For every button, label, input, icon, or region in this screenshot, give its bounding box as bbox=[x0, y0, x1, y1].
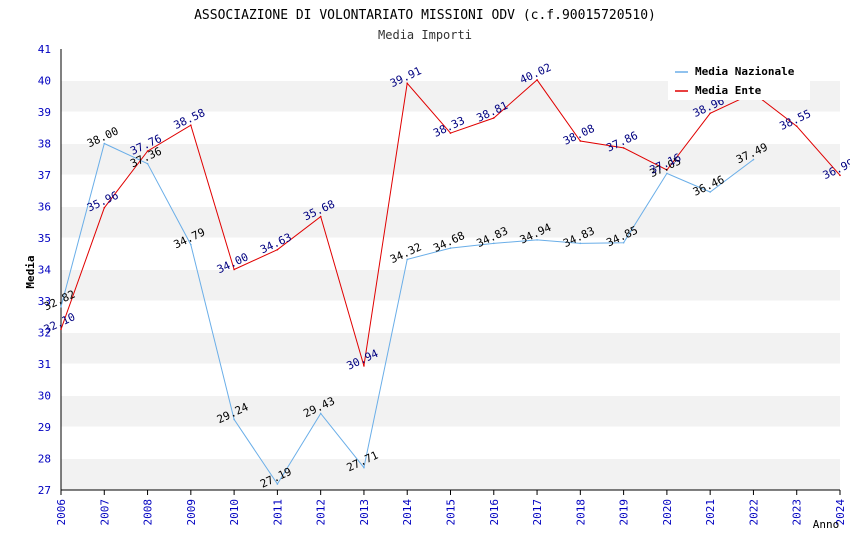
legend-label-media-nazionale: Media Nazionale bbox=[695, 65, 795, 78]
data-point-media-nazionale bbox=[752, 158, 755, 161]
x-tick-label: 2008 bbox=[142, 499, 155, 526]
data-point-media-ente bbox=[536, 79, 538, 81]
data-point-media-nazionale bbox=[276, 483, 279, 485]
data-point-media-nazionale bbox=[406, 258, 409, 261]
data-point-media-nazionale bbox=[579, 242, 582, 245]
data-point-media-ente bbox=[103, 206, 106, 209]
legend: Media Nazionale Media Ente bbox=[668, 60, 810, 100]
data-point-media-nazionale bbox=[449, 247, 452, 249]
x-tick-label: 2015 bbox=[445, 499, 458, 526]
data-point-media-ente bbox=[190, 124, 192, 127]
x-tick-label: 2006 bbox=[55, 499, 68, 526]
grid-band bbox=[61, 269, 840, 301]
legend-label-media-ente: Media Ente bbox=[695, 84, 762, 97]
data-point-media-ente bbox=[319, 215, 322, 218]
data-point-media-ente bbox=[579, 140, 582, 142]
x-tick-label: 2017 bbox=[531, 499, 544, 526]
data-point-media-nazionale bbox=[103, 142, 106, 145]
data-label-media-nazionale: 36.46 bbox=[691, 173, 727, 199]
y-tick-label: 33 bbox=[38, 295, 51, 308]
data-point-media-nazionale bbox=[190, 243, 192, 246]
x-tick-label: 2009 bbox=[185, 499, 198, 526]
data-point-media-ente bbox=[492, 117, 495, 119]
x-tick-label: 2011 bbox=[271, 499, 284, 526]
grid-band bbox=[61, 458, 840, 490]
x-tick-label: 2023 bbox=[791, 499, 804, 526]
data-point-media-ente bbox=[406, 82, 409, 85]
data-point-media-ente bbox=[795, 125, 798, 127]
legend-background bbox=[668, 60, 810, 100]
data-point-media-ente bbox=[839, 174, 841, 177]
x-tick-label: 2013 bbox=[358, 499, 371, 526]
data-point-media-ente bbox=[146, 150, 149, 152]
grid-band bbox=[61, 332, 840, 364]
y-tick-label: 32 bbox=[38, 327, 51, 340]
data-point-media-ente bbox=[622, 147, 625, 149]
series-lines bbox=[60, 79, 841, 485]
data-point-media-nazionale bbox=[666, 172, 668, 175]
series-line-media-nazionale bbox=[60, 142, 754, 485]
x-tick-label: 2016 bbox=[488, 499, 501, 526]
data-point-media-nazionale bbox=[622, 241, 625, 244]
y-tick-label: 36 bbox=[38, 201, 51, 214]
data-point-media-nazionale bbox=[363, 466, 365, 469]
grid-band bbox=[61, 143, 840, 175]
data-label-media-nazionale: 34.32 bbox=[388, 240, 424, 266]
data-point-media-nazionale bbox=[146, 162, 149, 165]
y-tick-label: 40 bbox=[38, 75, 51, 88]
x-tick-label: 2022 bbox=[747, 499, 760, 526]
x-tick-label: 2014 bbox=[401, 499, 414, 526]
y-tick-label: 35 bbox=[38, 232, 51, 245]
y-tick-label: 31 bbox=[38, 358, 51, 371]
x-tick-label: 2012 bbox=[315, 499, 328, 526]
data-point-media-ente bbox=[60, 328, 62, 331]
data-point-media-nazionale bbox=[709, 191, 711, 193]
y-tick-label: 39 bbox=[38, 106, 51, 119]
data-point-media-ente bbox=[449, 132, 452, 134]
y-tick-label: 27 bbox=[38, 484, 51, 497]
data-point-media-nazionale bbox=[492, 242, 495, 245]
data-point-media-nazionale bbox=[60, 305, 62, 308]
data-point-media-nazionale bbox=[536, 239, 538, 241]
x-tick-label: 2019 bbox=[618, 499, 631, 526]
x-tick-label: 2021 bbox=[704, 499, 717, 526]
y-tick-label: 41 bbox=[38, 43, 51, 56]
y-axis-label: Media bbox=[24, 255, 37, 288]
data-point-media-nazionale bbox=[319, 412, 322, 415]
grid-band bbox=[61, 395, 840, 427]
x-tick-label: 2018 bbox=[574, 499, 587, 526]
x-tick-label: 2010 bbox=[228, 499, 241, 526]
chart-title: ASSOCIAZIONE DI VOLONTARIATO MISSIONI OD… bbox=[194, 8, 656, 23]
data-point-media-ente bbox=[666, 169, 668, 171]
x-tick-label: 2020 bbox=[661, 499, 674, 526]
x-tick-label: 2007 bbox=[98, 499, 111, 526]
x-tick-label: 2024 bbox=[834, 499, 847, 526]
y-tick-label: 37 bbox=[38, 169, 51, 182]
grid-band bbox=[61, 206, 840, 238]
data-label-media-nazionale: 32.82 bbox=[42, 288, 78, 314]
data-label-media-ente: 38.33 bbox=[431, 114, 467, 140]
y-tick-label: 28 bbox=[38, 453, 51, 466]
plot-background bbox=[61, 48, 840, 491]
data-point-media-ente bbox=[709, 112, 711, 115]
y-tick-label: 29 bbox=[38, 421, 51, 434]
data-point-media-nazionale bbox=[233, 418, 235, 421]
x-axis-label: Anno bbox=[813, 518, 840, 531]
data-point-media-ente bbox=[276, 248, 279, 251]
data-point-media-ente bbox=[233, 268, 235, 271]
data-point-media-ente bbox=[363, 365, 365, 367]
y-tick-label: 38 bbox=[38, 138, 51, 151]
chart-subtitle: Media Importi bbox=[378, 28, 472, 42]
axes: 27 28 29 30 31 32 33 34 35 36 37 38 39 40 41 2006 2007 20… bbox=[38, 43, 847, 526]
y-tick-label: 34 bbox=[38, 264, 52, 277]
y-tick-label: 30 bbox=[38, 390, 51, 403]
